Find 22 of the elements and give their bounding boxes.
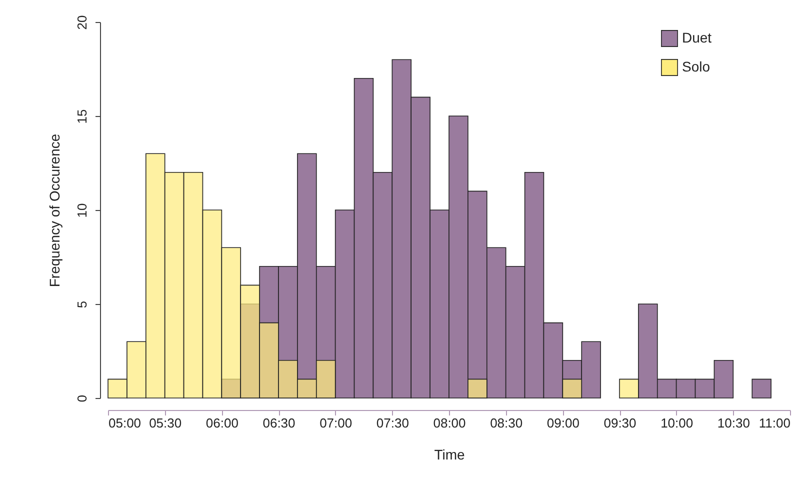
x-tick-label: 08:30 [490, 416, 523, 430]
x-tick-label: 05:30 [149, 416, 182, 430]
x-tick-label: 05:00 [108, 416, 142, 430]
y-axis-title: Frequency of Occurence [46, 134, 62, 288]
legend-label: Duet [682, 30, 712, 46]
x-tick-label: 09:30 [604, 416, 636, 430]
x-tick-label: 06:00 [206, 416, 238, 430]
y-tick-label: 5 [74, 300, 90, 308]
x-tick-label: 08:00 [433, 416, 466, 430]
legend-label: Solo [682, 58, 710, 74]
x-tick-label: 09:00 [546, 416, 580, 430]
y-tick-label: 15 [74, 109, 90, 124]
x-tick-label: 10:00 [660, 416, 694, 430]
y-tick-label: 20 [74, 15, 90, 30]
x-tick-label: 11:00 [758, 416, 790, 430]
x-tick-label: 06:30 [262, 416, 296, 430]
y-tick-label: 0 [74, 394, 90, 402]
x-tick-label: 10:30 [717, 416, 750, 430]
x-tick-label: 07:00 [320, 416, 352, 430]
x-tick-label: 07:30 [376, 416, 409, 430]
x-axis-title: Time [434, 446, 466, 462]
y-tick-label: 10 [74, 203, 90, 218]
